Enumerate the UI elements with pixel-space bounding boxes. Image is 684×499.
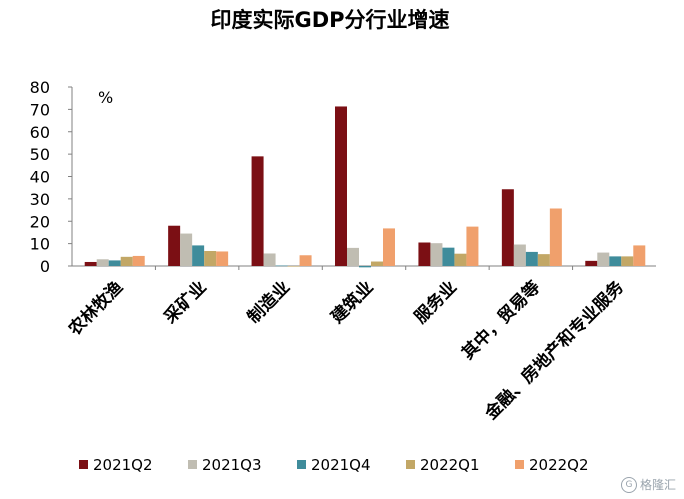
axes: 0 10 20 30 40 50 60 70 80 (30, 78, 656, 276)
bar-2022Q2 (299, 255, 312, 266)
y-tick-label: 80 (30, 78, 50, 97)
bar-2021Q4 (442, 247, 455, 266)
bar-2022Q1 (287, 266, 300, 267)
y-tick-label: 50 (30, 145, 50, 164)
watermark: G 格隆汇 (620, 476, 676, 493)
y-tick-label: 40 (30, 168, 50, 187)
y-tick-label: 0 (40, 257, 50, 276)
bar-2022Q2 (633, 245, 646, 266)
y-tick-label: 10 (30, 235, 50, 254)
bar-2021Q2 (335, 106, 347, 266)
category-label: 其中，贸易等 (457, 277, 544, 364)
legend-swatch (515, 460, 524, 469)
bar-2022Q1 (537, 254, 550, 266)
bar-2021Q4 (108, 260, 121, 266)
bar-2021Q3 (513, 244, 526, 266)
bar-2022Q1 (204, 251, 217, 266)
bar-2021Q3 (597, 252, 610, 266)
legend-label: 2021Q4 (311, 456, 371, 474)
bar-2022Q2 (466, 226, 479, 266)
bar-2021Q4 (609, 256, 622, 266)
bar-2021Q3 (430, 243, 443, 266)
bar-2021Q2 (418, 242, 431, 266)
y-tick-label: 70 (30, 100, 50, 119)
category-label: 农林牧渔 (64, 277, 128, 341)
bar-2021Q4 (525, 251, 538, 266)
bar-2021Q2 (251, 156, 264, 266)
bar-2022Q2 (132, 255, 145, 266)
watermark-logo-icon: G (620, 476, 637, 493)
legend-label: 2021Q3 (202, 456, 262, 474)
category-label: 制造业 (243, 277, 294, 328)
y-tick-label: 60 (30, 123, 50, 142)
bar-2021Q3 (96, 259, 109, 266)
legend-label: 2022Q1 (420, 456, 480, 474)
category-label: 建筑业 (327, 277, 378, 328)
bar-2021Q3 (263, 253, 276, 266)
bar-2022Q2 (216, 251, 229, 266)
bar-2021Q3 (347, 247, 359, 266)
legend-swatch (79, 460, 88, 469)
category-label: 服务业 (410, 277, 461, 328)
legend-swatch (188, 460, 197, 469)
bar-2022Q2 (549, 208, 562, 266)
unit-label: % (98, 88, 113, 107)
y-tick-label: 30 (30, 190, 50, 209)
legend-label: 2022Q2 (529, 456, 589, 474)
legend-swatch (406, 460, 415, 469)
legend: 2021Q2 2021Q3 2021Q4 2022Q1 2022Q2 (79, 456, 589, 474)
bar-2022Q2 (383, 228, 395, 266)
bars (84, 106, 646, 268)
watermark-text: 格隆汇 (639, 478, 676, 492)
category-label: 金融、房地产和专业服务 (480, 276, 628, 424)
legend-swatch (297, 460, 306, 469)
y-tick-label: 20 (30, 212, 50, 231)
bar-2022Q1 (371, 261, 383, 266)
bar-2021Q2 (168, 225, 181, 266)
bar-2021Q4 (192, 245, 205, 266)
bar-2022Q1 (120, 256, 133, 266)
bar-2022Q1 (454, 253, 467, 266)
bar-2021Q2 (501, 189, 514, 266)
bar-2021Q2 (84, 261, 97, 266)
bar-2021Q4 (359, 266, 371, 268)
chart-title: 印度实际GDP分行业增速 (210, 8, 449, 32)
bar-2022Q1 (621, 256, 634, 266)
bar-2021Q3 (180, 233, 193, 266)
legend-label: 2021Q2 (93, 456, 153, 474)
bar-2021Q4 (275, 265, 288, 267)
bar-2021Q2 (585, 260, 598, 266)
category-label: 采矿业 (159, 277, 211, 329)
